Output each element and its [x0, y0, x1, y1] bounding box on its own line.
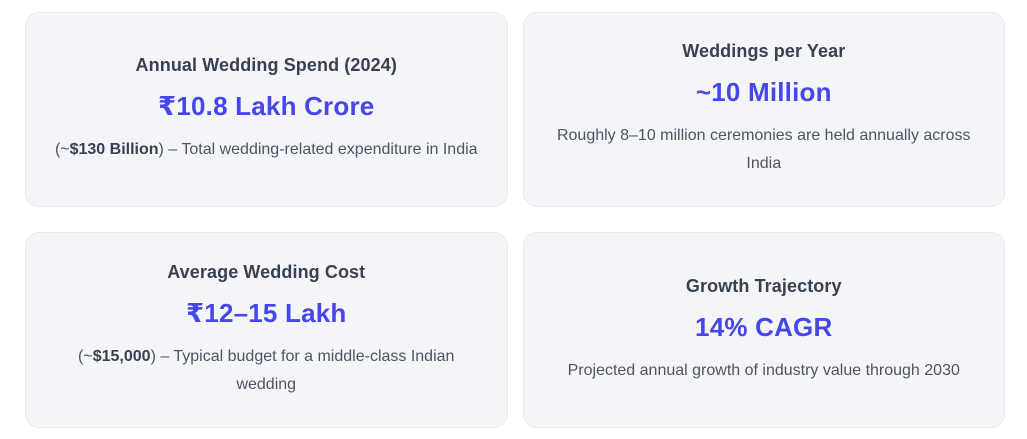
stat-value: 14% CAGR: [695, 311, 833, 342]
stat-description-suffix: Roughly 8–10 million ceremonies are held…: [556, 127, 971, 172]
stat-title: Annual Wedding Spend (2024): [135, 55, 397, 75]
stat-value: ₹12–15 Lakh: [186, 297, 347, 328]
stat-description: Roughly 8–10 million ceremonies are held…: [548, 122, 980, 178]
stat-value: ~10 Million: [695, 77, 832, 107]
stat-description: (~$130 Billion) – Total wedding-related …: [55, 136, 478, 164]
stat-description: Projected annual growth of industry valu…: [568, 357, 960, 385]
stat-description-suffix: Projected annual growth of industry valu…: [567, 361, 960, 379]
stat-description-bold: $15,000: [92, 347, 151, 365]
stat-title: Average Wedding Cost: [167, 261, 366, 282]
stat-value: ₹10.8 Lakh Crore: [158, 91, 375, 121]
stat-card-annual-wedding-spend: Annual Wedding Spend (2024) ₹10.8 Lakh C…: [25, 12, 508, 207]
stat-title: Weddings per Year: [682, 41, 846, 61]
stat-description-bold: $130 Billion: [69, 141, 159, 158]
stat-description-suffix: ) – Total wedding-related expenditure in…: [158, 141, 478, 158]
stat-description-suffix: ) – Typical budget for a middle-class In…: [150, 347, 455, 393]
stat-title: Growth Trajectory: [685, 275, 842, 296]
stat-card-average-wedding-cost: Average Wedding Cost ₹12–15 Lakh (~$15,0…: [25, 232, 508, 428]
stat-card-growth-trajectory: Growth Trajectory 14% CAGR Projected ann…: [522, 232, 1005, 428]
stat-description-prefix: (~: [54, 141, 70, 158]
stat-description: (~$15,000) – Typical budget for a middle…: [50, 343, 482, 399]
stat-card-weddings-per-year: Weddings per Year ~10 Million Roughly 8–…: [522, 12, 1005, 207]
stat-description-prefix: (~: [78, 347, 93, 365]
